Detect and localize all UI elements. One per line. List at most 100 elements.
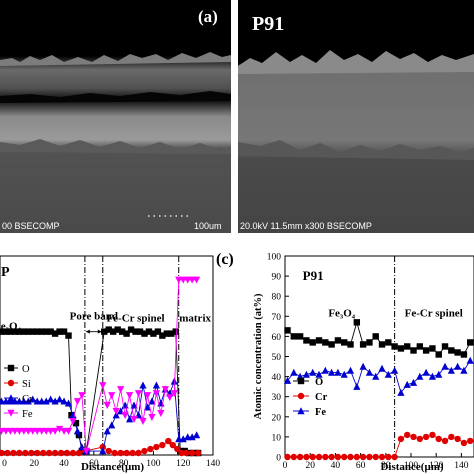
point-c-Fe-12 — [359, 362, 367, 370]
point-left-Cr-41 — [193, 431, 201, 439]
legend-label-left-Fe: Fe — [22, 409, 33, 420]
sem-footer-b: 20.0kV 11.5mm x300 BSECOMP — [240, 221, 372, 231]
point-left-O-1 — [2, 328, 10, 335]
x-tick-label-c-80: 80 — [381, 461, 391, 471]
point-c-Fe-18 — [397, 388, 405, 396]
point-left-O-10 — [42, 328, 50, 335]
point-left-Si-20 — [129, 449, 136, 457]
y-tick-label-c-20: 20 — [272, 413, 282, 423]
point-c-Cr-25 — [441, 437, 449, 445]
point-c-Fe-17 — [391, 366, 399, 374]
point-left-Cr-32 — [152, 381, 160, 389]
x-tick-label-left-0: 0 — [2, 459, 7, 469]
region-label-c-0: Fe₃O₄ — [328, 307, 355, 319]
region-label-left-3: matrix — [179, 313, 211, 325]
panel-c-label: (c) — [216, 251, 234, 268]
point-c-O-4 — [309, 339, 316, 346]
point-left-O-36 — [168, 330, 175, 337]
point-left-Si-21 — [135, 449, 142, 457]
point-left-O-26 — [123, 330, 130, 337]
point-left-Cr-13 — [55, 395, 64, 403]
x-tick-label-left-40: 40 — [59, 459, 69, 469]
inner-layer-edge-b — [238, 140, 474, 160]
point-left-Si-1 — [4, 449, 11, 457]
y-tick-label-c-90: 90 — [272, 273, 282, 283]
point-left-Si-32 — [194, 449, 202, 457]
point-left-O-34 — [159, 332, 166, 339]
point-c-Fe-8 — [334, 368, 342, 376]
point-left-Fe-17 — [73, 398, 82, 406]
point-c-O-28 — [460, 351, 468, 358]
point-left-Fe-24 — [117, 386, 125, 394]
point-left-Fe-21 — [103, 402, 111, 410]
point-c-Cr-8 — [334, 453, 342, 461]
y-tick-label-c-40: 40 — [272, 373, 282, 383]
point-left-Cr-30 — [143, 403, 152, 411]
point-c-O-22 — [422, 347, 430, 354]
point-c-Cr-12 — [359, 453, 367, 461]
point-c-Fe-10 — [346, 366, 355, 374]
point-c-O-12 — [359, 341, 367, 348]
x-axis-label-c: Distance(μm) — [380, 461, 443, 473]
point-left-Cr-12 — [51, 397, 59, 405]
point-c-Cr-4 — [309, 453, 316, 461]
point-left-Cr-40 — [188, 433, 196, 441]
legend-label-c-O: O — [315, 377, 323, 388]
point-c-Fe-9 — [340, 370, 348, 378]
point-left-O-24 — [114, 326, 121, 333]
point-c-Cr-19 — [404, 431, 411, 439]
x-tick-label-c-140: 140 — [454, 461, 469, 471]
point-c-Fe-13 — [365, 368, 374, 376]
point-left-Si-29 — [178, 449, 185, 457]
legend-label-left-Cr: Cr — [22, 394, 33, 405]
point-left-Si-30 — [182, 449, 190, 457]
point-c-O-27 — [454, 349, 461, 356]
x-tick-label-c-20: 20 — [305, 461, 315, 471]
panel-b-label: P91 — [252, 13, 284, 35]
point-c-Fe-19 — [403, 380, 411, 388]
point-c-O-25 — [441, 343, 449, 350]
point-left-O-21 — [101, 328, 108, 335]
region-label-left-2: Fe-Cr spinel — [106, 313, 164, 325]
point-left-O-6 — [25, 328, 32, 335]
point-c-Cr-6 — [322, 453, 329, 461]
chart-c: (c) 0 10 20 30 40 50 60 70 80 90 100 0 20 40 60 80 100 120… — [216, 251, 474, 473]
y-axis-label-c: Atomic concentration (at%) — [253, 293, 264, 419]
legend-marker-c-Cr — [297, 392, 305, 400]
point-c-Cr-10 — [347, 453, 354, 461]
point-c-Cr-29 — [467, 437, 474, 445]
legend-label-c-Fe: Fe — [315, 407, 326, 418]
point-c-Fe-16 — [384, 370, 392, 378]
point-left-O-32 — [150, 330, 157, 337]
point-c-Fe-23 — [428, 372, 437, 380]
point-c-O-9 — [341, 339, 348, 346]
point-c-O-26 — [448, 347, 455, 354]
x-tick-label-c-100: 100 — [404, 461, 419, 471]
point-left-Si-10 — [57, 449, 65, 457]
point-c-Cr-13 — [366, 453, 373, 461]
point-left-Fe-20 — [99, 382, 107, 390]
point-left-Si-0 — [0, 449, 5, 457]
point-left-Si-8 — [45, 449, 53, 457]
point-c-Fe-5 — [315, 370, 323, 378]
point-left-Si-27 — [169, 441, 176, 449]
point-left-Cr-22 — [108, 421, 116, 429]
point-left-O-2 — [7, 328, 14, 335]
panel-a: (a) 00 BSECOMP 100um — [0, 0, 231, 233]
point-left-O-7 — [29, 328, 36, 335]
legend-marker-c-Fe — [297, 407, 305, 415]
point-left-O-3 — [11, 328, 19, 335]
pore-band-a — [0, 91, 231, 103]
x-tick-label-left-60: 60 — [89, 459, 99, 469]
chart-left: 0 20 40 60 80 100 120 140 Distance(μm) P Pore band… — [0, 255, 220, 473]
y-tick-label-c-60: 60 — [272, 333, 282, 343]
plot-frame-left — [0, 255, 214, 456]
point-left-Cr-38 — [179, 435, 187, 443]
point-c-Cr-11 — [353, 453, 361, 461]
point-c-Cr-3 — [303, 453, 310, 461]
point-left-Cr-21 — [103, 427, 111, 435]
point-c-Fe-22 — [422, 368, 430, 376]
point-c-O-5 — [315, 337, 323, 344]
